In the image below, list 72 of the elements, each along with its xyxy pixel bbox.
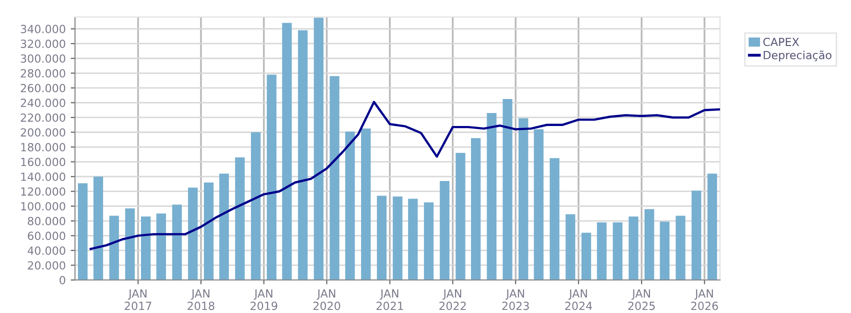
bar (172, 204, 182, 280)
x-tick-label: JAN 2025 (628, 289, 655, 310)
x-tick-label: JAN 2023 (502, 289, 529, 310)
bar (596, 222, 607, 280)
bar (612, 222, 622, 280)
bar (692, 190, 702, 280)
bar (486, 113, 496, 280)
bar (581, 232, 592, 280)
y-tick-label: 140.000 (21, 172, 66, 181)
bar (345, 132, 355, 280)
x-tick-label: JAN 2019 (250, 289, 278, 310)
bar (219, 174, 229, 280)
bar (282, 22, 292, 280)
bar (376, 196, 387, 280)
y-tick-label: 40.000 (28, 246, 66, 255)
bar (644, 209, 654, 280)
bar (78, 183, 88, 280)
y-tick-label: 20.000 (28, 261, 66, 270)
bar (188, 188, 198, 280)
bar (235, 157, 245, 280)
x-tick-label: JAN 2024 (565, 289, 592, 310)
x-tick-label: JAN 2020 (313, 289, 340, 310)
y-tick-label: 220.000 (20, 113, 66, 122)
bar (204, 182, 214, 280)
y-tick-label: 280.000 (20, 69, 66, 78)
bar (125, 208, 135, 280)
bar (676, 216, 686, 280)
bar (550, 158, 560, 280)
x-tick-label: JAN 2026 (691, 289, 718, 310)
x-tick-label: JAN 2021 (376, 289, 403, 310)
bar (628, 216, 638, 280)
y-tick-label: 160.000 (21, 158, 66, 166)
bar (707, 174, 718, 280)
y-tick-label: 80.000 (28, 216, 66, 226)
y-tick-label: 320.000 (20, 40, 66, 48)
bar (298, 30, 308, 280)
bar (566, 214, 576, 280)
y-tick-label: 340.000 (20, 24, 66, 34)
bar (392, 196, 402, 280)
bar (440, 181, 450, 280)
y-tick-label: 180.000 (21, 142, 66, 152)
bar (109, 216, 119, 280)
bar (456, 152, 466, 280)
y-tick-label: 260.000 (20, 84, 66, 92)
bar (424, 202, 434, 280)
legend-label: Depreciação (764, 50, 832, 62)
bar (502, 99, 512, 280)
y-tick-label: 200.000 (20, 128, 66, 137)
bar (93, 176, 104, 280)
y-tick-label: 300.000 (20, 54, 66, 63)
bar (330, 76, 340, 280)
y-tick-label: 120.000 (21, 187, 66, 196)
bar (141, 216, 151, 280)
y-tick-label: 60.000 (28, 232, 66, 240)
bar (470, 138, 481, 280)
bar (314, 18, 324, 280)
y-tick-label: 100.000 (21, 202, 66, 211)
bar (361, 128, 371, 280)
bar (266, 74, 276, 280)
bar (660, 222, 670, 280)
x-tick-label: JAN 2022 (439, 289, 466, 310)
bar (250, 132, 261, 280)
x-tick-label: JAN 2017 (124, 289, 152, 310)
line-series (90, 100, 720, 250)
bar (408, 198, 418, 280)
y-tick-label: 0 (60, 276, 66, 284)
y-tick-label: 240.000 (20, 98, 66, 108)
x-tick-label: JAN 2018 (188, 289, 214, 310)
bar (518, 118, 528, 280)
bar (156, 214, 166, 280)
legend-label: CAPEX (763, 38, 800, 46)
bar (534, 129, 544, 280)
